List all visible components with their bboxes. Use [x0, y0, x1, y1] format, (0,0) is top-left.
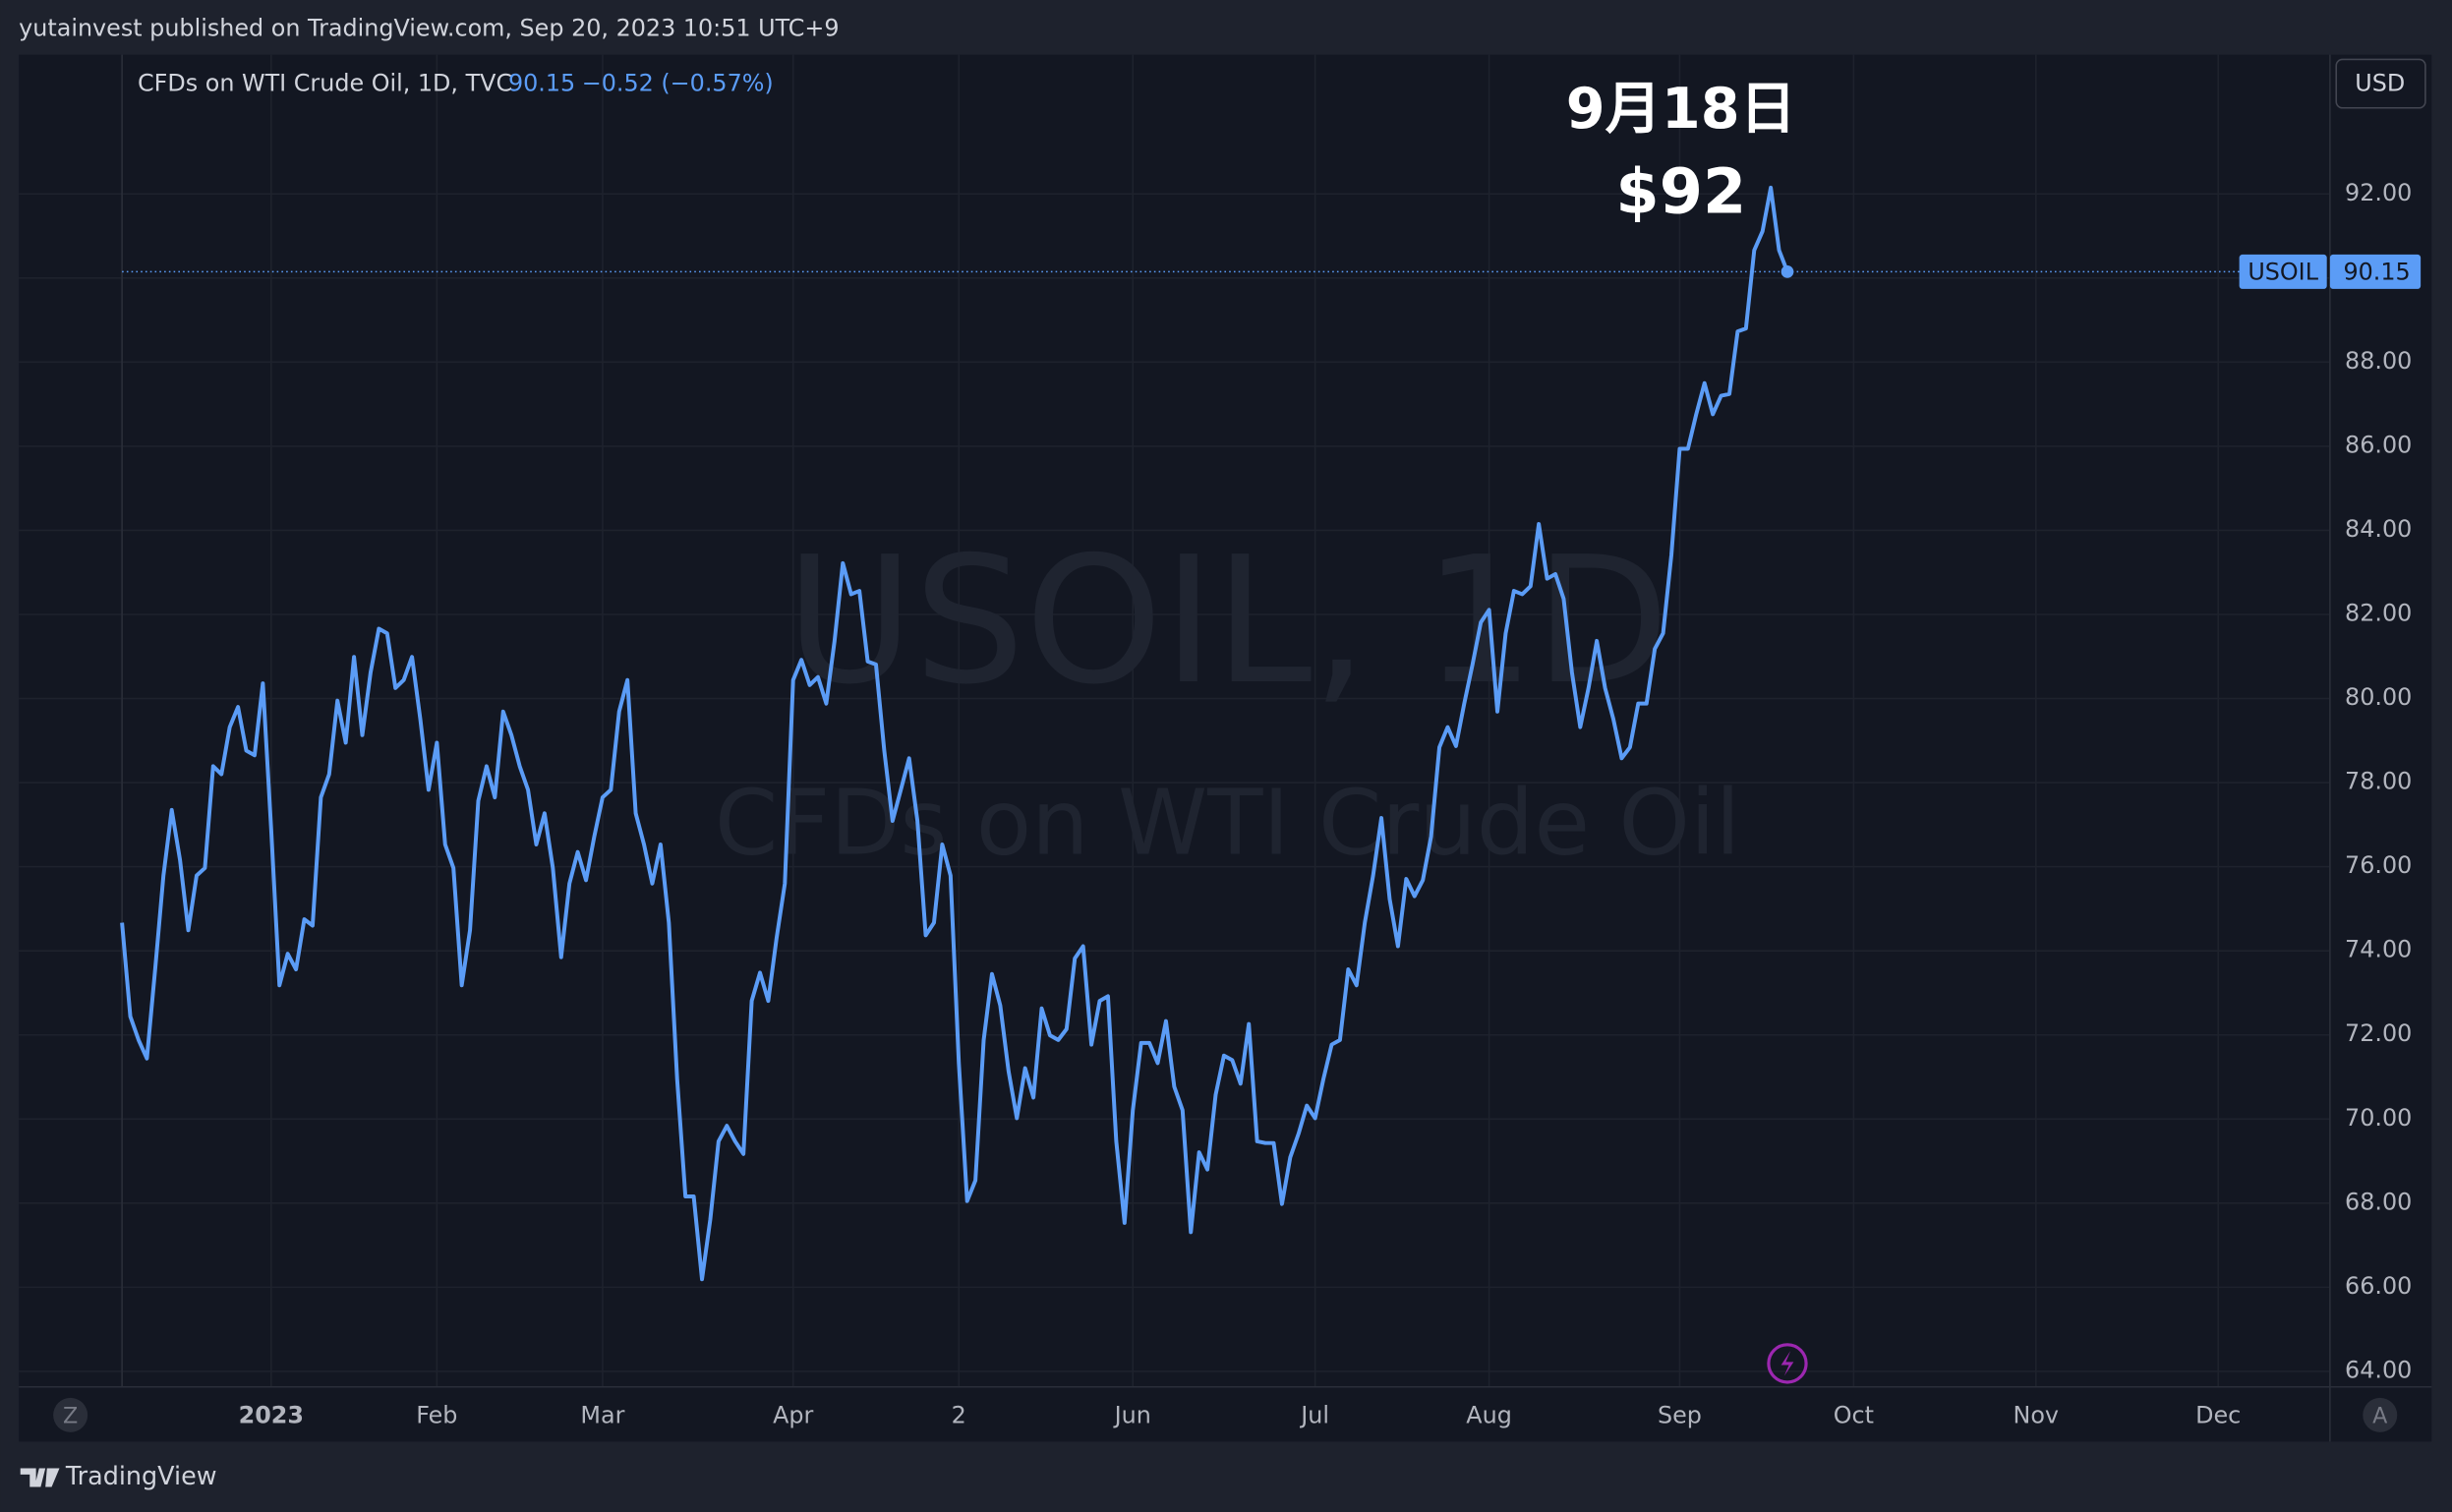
y-tick-label: 80.00 [2345, 683, 2412, 711]
watermark: USOIL, 1D [786, 520, 1669, 724]
y-tick-label: 72.00 [2345, 1019, 2412, 1047]
y-tick-label: 84.00 [2345, 515, 2412, 543]
legend-price: 90.15 [508, 69, 575, 96]
x-tick-label: Apr [773, 1401, 813, 1428]
x-tick-label: Feb [416, 1401, 457, 1428]
y-tick-label: 68.00 [2345, 1188, 2412, 1215]
x-tick-label: Jun [1113, 1401, 1151, 1428]
watermark-subtitle: CFDs on WTI Crude Oil [715, 769, 1740, 875]
footer: TradingView [65, 1461, 217, 1490]
y-tick-label: 76.00 [2345, 851, 2412, 879]
series-tag [2239, 254, 2327, 289]
x-tick-label: 2023 [239, 1401, 304, 1428]
y-tick-label: 78.00 [2345, 768, 2412, 795]
currency: USD [2355, 69, 2405, 96]
annotation: 9月18日 [1566, 76, 1796, 142]
legend-title: CFDs on WTI Crude Oil, 1D, TVC [138, 69, 512, 96]
logo [20, 1468, 60, 1487]
x-tick-label: Nov [2014, 1401, 2060, 1428]
events-icon[interactable] [1767, 1343, 1808, 1384]
y-tick-label: 92.00 [2345, 179, 2412, 206]
y-tick-label: 70.00 [2345, 1104, 2412, 1132]
z-button[interactable] [53, 1397, 88, 1432]
annotation: $92 [1615, 155, 1746, 228]
x-tick-label: Jul [1299, 1401, 1329, 1428]
price-tag [2329, 254, 2422, 289]
x-tick-label: Sep [1658, 1401, 1702, 1428]
grid [19, 54, 2330, 1387]
plot [120, 185, 2240, 1282]
y-tick-label: 88.00 [2345, 347, 2412, 375]
price-line [120, 185, 1789, 1282]
a-label: A [2372, 1403, 2388, 1428]
y-tick-label: 86.00 [2345, 431, 2412, 458]
x-tick-label: Dec [2195, 1401, 2241, 1428]
lightning [1781, 1351, 1794, 1376]
x-tick-label: 2 [952, 1401, 966, 1428]
y-tick-label: 64.00 [2345, 1356, 2412, 1383]
x-tick-label: Oct [1834, 1401, 1874, 1428]
header: yutainvest published on TradingView.com,… [19, 15, 839, 42]
z-label: Z [63, 1403, 78, 1428]
x-tick-label: Aug [1466, 1401, 1512, 1428]
y-tick-label: 74.00 [2345, 936, 2412, 963]
price-tag-label: 90.15 [2343, 258, 2410, 285]
series-tag-label: USOIL [2248, 258, 2318, 285]
a-button[interactable] [2363, 1397, 2398, 1432]
y-tick-label: 82.00 [2345, 599, 2412, 626]
currency-button[interactable] [2335, 58, 2426, 109]
x-tick-label: Mar [580, 1401, 624, 1428]
y-tick-label: 66.00 [2345, 1272, 2412, 1300]
legend-change: −0.52 (−0.57%) [582, 69, 774, 96]
last-point [1781, 265, 1794, 278]
chart-panel [19, 54, 2432, 1442]
